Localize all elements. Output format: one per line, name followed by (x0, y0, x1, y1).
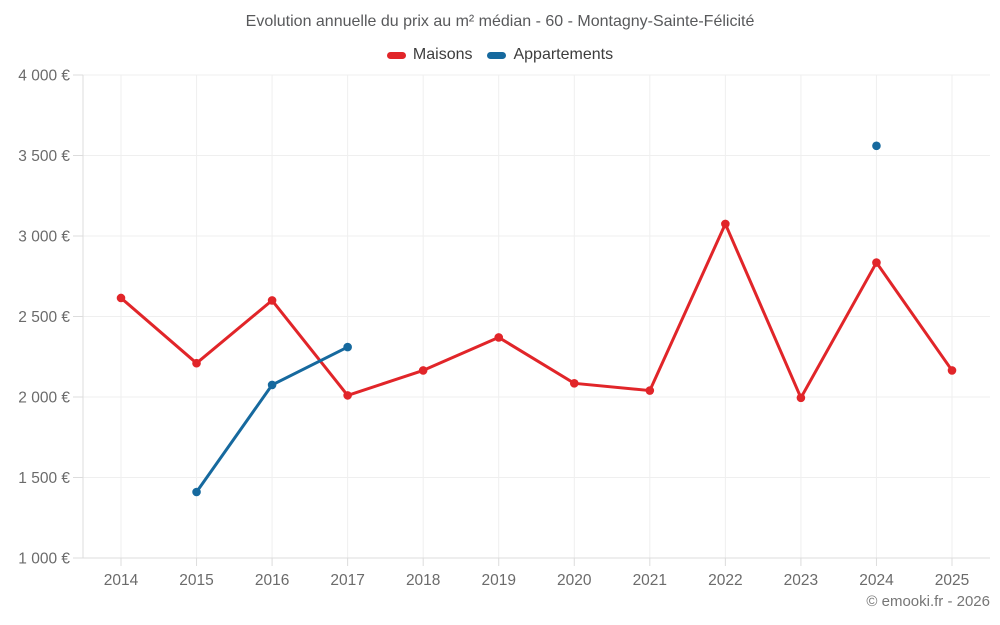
series-segment-maisons (874, 261, 954, 372)
x-tick-label: 2017 (330, 572, 364, 589)
x-tick-label: 2023 (784, 572, 818, 589)
series-segment-appartements (195, 383, 274, 494)
y-tick-label: 3 000 € (18, 229, 70, 246)
y-tick-label: 2 500 € (18, 309, 70, 326)
data-point-appartements (872, 141, 881, 151)
data-point-maisons (343, 391, 352, 400)
series-segment-maisons (346, 368, 425, 397)
series-segment-maisons (572, 381, 652, 393)
x-tick-label: 2016 (255, 572, 289, 589)
legend-item-appartements[interactable]: Appartements (487, 46, 613, 64)
data-point-appartements (192, 487, 201, 497)
data-point-maisons (796, 393, 806, 403)
y-tick-label: 1 000 € (18, 551, 70, 568)
series-segment-maisons (270, 298, 350, 397)
data-point-maisons (267, 296, 277, 305)
series-segment-maisons (799, 261, 878, 400)
data-point-maisons (872, 258, 881, 267)
x-tick-label: 2024 (859, 572, 894, 589)
data-point-maisons (192, 358, 201, 368)
legend-label-appartements: Appartements (513, 46, 614, 63)
x-tick-label: 2019 (481, 572, 515, 589)
data-point-maisons (494, 333, 504, 342)
data-point-maisons (569, 379, 579, 388)
copyright: © emooki.fr - 2026 (866, 593, 990, 610)
data-point-maisons (721, 219, 730, 229)
series-segment-maisons (421, 335, 501, 372)
x-tick-label: 2021 (633, 572, 667, 589)
y-tick-label: 1 500 € (18, 470, 70, 487)
chart-title: Evolution annuelle du prix au m² médian … (245, 13, 755, 30)
x-tick-label: 2018 (406, 572, 440, 589)
series-segment-maisons (119, 296, 199, 365)
data-point-maisons (418, 366, 428, 375)
series-segment-maisons (648, 222, 727, 393)
legend-swatch-maisons (386, 51, 406, 59)
series-segment-maisons (497, 335, 576, 385)
chart-legend: Maisons Appartements (0, 46, 1000, 64)
series-segment-maisons (723, 222, 803, 400)
legend-item-maisons[interactable]: Maisons (386, 46, 473, 64)
legend-swatch-appartements (487, 51, 507, 59)
data-point-appartements (343, 342, 352, 352)
series-segment-maisons (195, 298, 274, 365)
data-point-appartements (267, 380, 277, 390)
legend-label-maisons: Maisons (412, 46, 473, 63)
data-point-maisons (947, 366, 957, 375)
y-tick-label: 4 000 € (18, 68, 70, 85)
series-segment-appartements (270, 345, 350, 387)
x-tick-label: 2015 (179, 572, 213, 589)
data-point-maisons (116, 293, 126, 303)
y-tick-label: 3 500 € (18, 148, 70, 165)
y-tick-label: 2 000 € (18, 390, 70, 407)
x-tick-label: 2020 (557, 572, 592, 589)
x-tick-label: 2025 (935, 572, 969, 589)
data-point-maisons (645, 386, 655, 395)
x-tick-label: 2014 (104, 572, 139, 589)
x-tick-label: 2022 (708, 572, 742, 589)
